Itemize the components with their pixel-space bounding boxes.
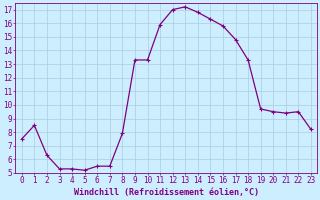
X-axis label: Windchill (Refroidissement éolien,°C): Windchill (Refroidissement éolien,°C) bbox=[74, 188, 259, 197]
